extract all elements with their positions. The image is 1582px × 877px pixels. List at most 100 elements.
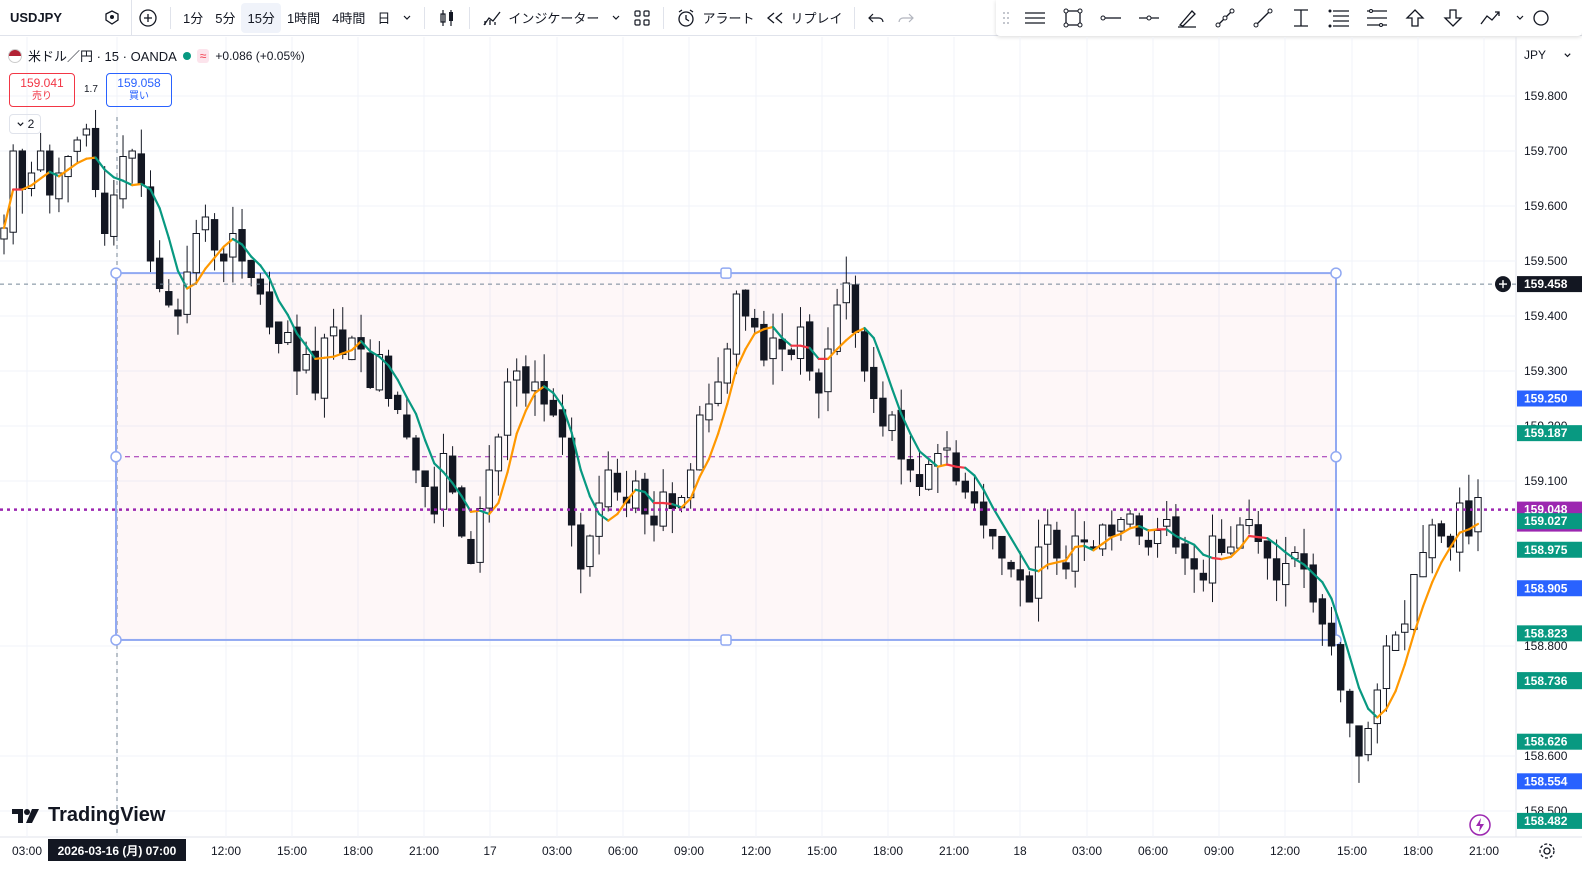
- buy-button[interactable]: 159.058 買い: [106, 73, 172, 107]
- redo-button[interactable]: [891, 3, 921, 33]
- candle-body: [137, 153, 146, 185]
- tool-rectangle[interactable]: [1054, 3, 1092, 33]
- ma-segment: [286, 313, 299, 335]
- ma-segment: [515, 409, 527, 435]
- replay-button[interactable]: リプレイ: [760, 3, 848, 33]
- tool-line[interactable]: [1244, 3, 1282, 33]
- ma-segment: [30, 177, 42, 187]
- rectangle-drawing[interactable]: [110, 267, 1342, 646]
- tradingview-logo[interactable]: TradingView: [12, 804, 165, 827]
- gear-icon[interactable]: [1538, 842, 1556, 865]
- layouts-button[interactable]: [627, 3, 657, 33]
- price-label-bg: [1517, 673, 1582, 690]
- divider: [854, 6, 856, 29]
- candle-body: [247, 259, 255, 279]
- timeframe-15m[interactable]: 15分: [241, 2, 281, 33]
- ma-segment: [414, 412, 427, 442]
- spread-value: 1.7: [84, 84, 98, 95]
- tool-text[interactable]: [1282, 3, 1320, 33]
- tool-arrow-up[interactable]: [1396, 3, 1434, 33]
- candle-body: [256, 278, 265, 295]
- time-tick-label: 06:00: [608, 844, 638, 858]
- timeframe-5m[interactable]: 5分: [215, 11, 236, 26]
- ma-segment: [167, 236, 180, 272]
- collapsed-count: 2: [27, 117, 35, 131]
- currency-dropdown[interactable]: JPY: [1518, 44, 1578, 66]
- indicators-dropdown[interactable]: [605, 3, 627, 33]
- timeframe-1h[interactable]: 1時間: [286, 11, 321, 26]
- price-chart[interactable]: 159.800 159.700 159.600 159.500 159.400 159.3…: [0, 37, 1582, 877]
- candle-body: [1272, 558, 1281, 581]
- moving-average: [2, 156, 1480, 719]
- ma-segment: [1046, 561, 1058, 566]
- ma-segment: [48, 170, 61, 178]
- horizontal-line-icon: [1137, 13, 1161, 23]
- candle-body: [1300, 553, 1308, 570]
- lightning-icon[interactable]: [1468, 813, 1492, 842]
- ma-segment: [826, 347, 839, 360]
- indicators-button[interactable]: インジケーター: [476, 3, 605, 33]
- candle-body: [165, 291, 173, 306]
- sell-button[interactable]: 159.041 売り: [9, 73, 75, 107]
- tool-parallel-channel[interactable]: [1358, 3, 1396, 33]
- add-symbol-button[interactable]: [132, 3, 164, 33]
- ma-segment: [497, 471, 509, 505]
- price-label-bg: [1517, 625, 1582, 642]
- candle-body: [915, 474, 924, 487]
- candle-body: [815, 372, 823, 394]
- time-tick-label: 15:00: [807, 844, 837, 858]
- timeframe-dropdown[interactable]: [396, 3, 418, 33]
- tool-measure[interactable]: [1530, 3, 1552, 33]
- ma-segment: [863, 327, 875, 340]
- drag-handle[interactable]: [996, 3, 1016, 33]
- timeframe-1d[interactable]: 日: [377, 11, 391, 26]
- price-label: 158.736: [1524, 674, 1568, 688]
- ma-segment: [158, 207, 170, 239]
- time-tick-label: 21:00: [1469, 844, 1499, 858]
- tool-path[interactable]: [1472, 3, 1510, 33]
- undo-button[interactable]: [861, 3, 891, 33]
- price-axis[interactable]: 159.800 159.700 159.600 159.500 159.400 159.3…: [1517, 89, 1582, 829]
- legend-title[interactable]: 米ドル／円 · 15 · OANDA: [28, 49, 177, 64]
- divider: [170, 6, 171, 29]
- candle-body: [979, 501, 988, 526]
- tool-fib[interactable]: [1320, 3, 1358, 33]
- tool-brush[interactable]: [1168, 3, 1206, 33]
- tools-more-dropdown[interactable]: [1510, 3, 1530, 33]
- tool-arrow-down[interactable]: [1434, 3, 1472, 33]
- ma-segment: [1339, 625, 1351, 659]
- ma-segment: [39, 170, 51, 180]
- ma-segment: [433, 462, 445, 474]
- ma-segment: [1348, 655, 1361, 689]
- crosshair-time-label-bg: [48, 839, 186, 861]
- ma-segment: [936, 463, 949, 468]
- alert-button[interactable]: アラート: [670, 3, 760, 33]
- ma-segment: [103, 168, 115, 179]
- time-tick-label: 18:00: [343, 844, 373, 858]
- ma-segment: [973, 474, 985, 491]
- tool-trendline[interactable]: [1206, 3, 1244, 33]
- ma-segment: [561, 405, 573, 434]
- time-axis[interactable]: 03:00 2026-03-16 (月) 07:00 12:00 15:00 18:00…: [12, 839, 1499, 861]
- ma-segment: [799, 344, 811, 349]
- tool-horizontal-lines[interactable]: [1016, 3, 1054, 33]
- symbol-search[interactable]: USDJPY: [0, 0, 132, 36]
- price-label-bg: [1517, 812, 1582, 829]
- ma-segment: [387, 364, 399, 381]
- collapse-indicators-button[interactable]: 2: [9, 114, 41, 134]
- timeframe-4h[interactable]: 4時間: [332, 11, 366, 26]
- tool-horizontal-line[interactable]: [1130, 3, 1168, 33]
- ma-segment: [1302, 563, 1315, 575]
- timeframe-1m[interactable]: 1分: [183, 11, 204, 26]
- candle-body: [174, 309, 182, 317]
- delayed-data-icon[interactable]: ≈: [196, 48, 210, 63]
- chart-type-button[interactable]: [431, 3, 463, 33]
- ma-segment: [890, 387, 903, 415]
- ma-segment: [1394, 663, 1406, 693]
- tool-ray[interactable]: [1092, 3, 1130, 33]
- time-tick-label: 09:00: [674, 844, 704, 858]
- compare-icon[interactable]: [103, 9, 121, 27]
- ma-segment: [872, 336, 885, 364]
- ma-segment: [277, 299, 289, 316]
- candle-body: [73, 139, 81, 152]
